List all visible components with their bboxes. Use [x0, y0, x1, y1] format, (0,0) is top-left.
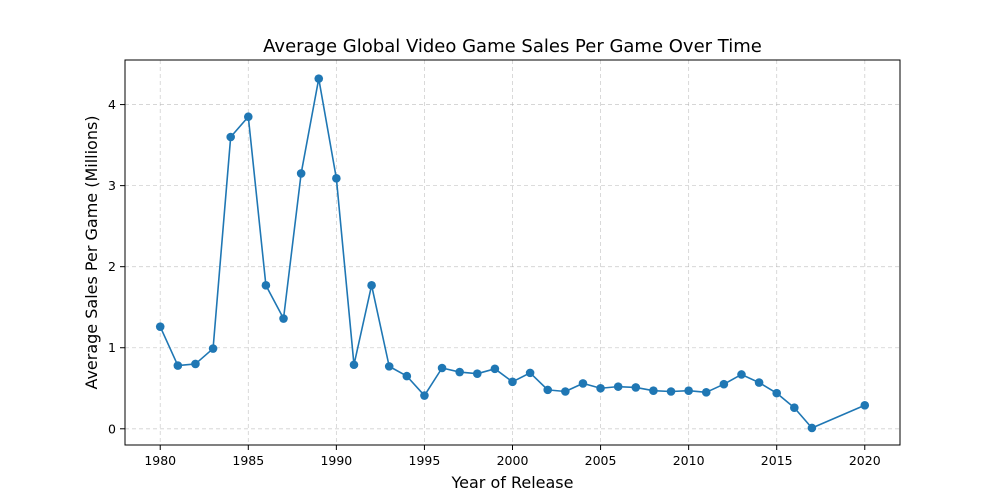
x-tick-label: 2000 — [497, 453, 529, 468]
data-point — [332, 174, 341, 183]
data-point — [561, 387, 570, 396]
data-point — [384, 362, 394, 371]
data-point — [208, 344, 218, 353]
data-point — [613, 382, 623, 391]
data-point — [701, 388, 711, 397]
data-point — [543, 385, 553, 395]
data-point — [508, 377, 517, 387]
x-tick-label: 2010 — [673, 453, 705, 468]
data-point — [455, 367, 464, 377]
data-point — [719, 379, 729, 389]
data-point — [807, 423, 817, 433]
data-point — [666, 387, 676, 396]
x-axis-label: Year of Release — [451, 473, 574, 492]
x-tick-label: 1985 — [232, 453, 264, 468]
data-point — [578, 379, 588, 388]
y-tick-label: 2 — [108, 259, 116, 274]
data-point — [525, 368, 535, 378]
y-tick-label: 1 — [108, 340, 116, 355]
data-point — [790, 403, 799, 413]
data-point — [437, 363, 447, 373]
data-point — [772, 388, 782, 398]
data-point — [649, 386, 658, 395]
data-point — [226, 132, 235, 142]
data-point — [191, 359, 200, 369]
data-point — [279, 314, 288, 323]
data-point — [860, 400, 870, 410]
data-point — [173, 361, 183, 370]
plot-frame — [124, 59, 901, 446]
data-point — [349, 360, 359, 370]
x-tick-label: 2015 — [761, 453, 793, 468]
tick-layer: 1980 1985 1990 1995 2000 2005 2010 2015 2020 0 1 2 3… — [108, 97, 881, 468]
data-point — [402, 371, 412, 381]
chart-title: Average Global Video Game Sales Per Game… — [263, 36, 762, 57]
y-tick-label: 4 — [108, 97, 116, 112]
data-point — [631, 383, 641, 392]
data-point — [684, 386, 693, 395]
data-point — [490, 364, 500, 374]
y-tick-label: 0 — [108, 421, 116, 436]
data-point — [596, 383, 605, 393]
y-tick-label: 3 — [108, 178, 116, 193]
data-point — [737, 370, 746, 379]
y-axis-label: Average Sales Per Game (Millions) — [82, 115, 101, 389]
series-layer — [155, 74, 870, 433]
x-tick-label: 1995 — [409, 453, 441, 468]
x-tick-label: 2005 — [585, 453, 617, 468]
data-point — [296, 169, 306, 178]
data-point — [314, 74, 324, 83]
data-point — [261, 281, 271, 290]
x-tick-label: 1990 — [320, 453, 352, 468]
x-tick-label: 2020 — [849, 453, 881, 468]
data-point — [754, 378, 764, 387]
data-point — [420, 391, 429, 400]
data-point — [472, 369, 482, 378]
grid-layer — [125, 60, 900, 445]
x-tick-label: 1980 — [144, 453, 176, 468]
data-point — [367, 281, 376, 290]
data-point — [243, 112, 253, 122]
data-point — [155, 322, 165, 331]
